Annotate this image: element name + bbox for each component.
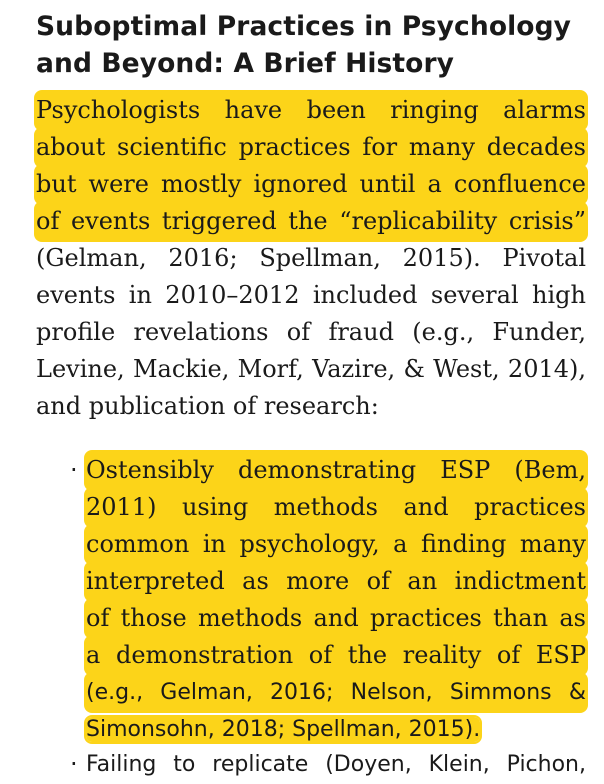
bullet-1-line-3: common in psychology, a finding many [86, 526, 586, 563]
bullet-1-line-4: interpreted as more of an indictment [86, 563, 586, 600]
bullet-1-line-2: 2011) using methods and practices [86, 489, 586, 526]
paragraph-line-1: Psychologists have been ringing alarms [36, 92, 586, 129]
paragraph-line-4: of events triggered the “replicability c… [36, 203, 586, 240]
bullet-2-line-1: Failing to replicate (Doyen, Klein, Pich… [86, 752, 586, 777]
paragraph-line-8: Levine, Mackie, Morf, Vazire, & West, 20… [36, 355, 586, 383]
bullet-1-line-8: Simonsohn, 2018; Spellman, 2015). [86, 711, 586, 748]
bullet-marker: · [70, 456, 78, 484]
bullet-1-line-6: a demonstration of the reality of ESP [86, 637, 586, 674]
paragraph-line-6: events in 2010–2012 included several hig… [36, 281, 586, 309]
section-heading: Suboptimal Practices in Psychology and B… [36, 8, 596, 82]
highlighted-text: a demonstration of the reality of ESP [86, 637, 586, 674]
highlighted-text: 2011) using methods and practices [86, 489, 586, 526]
section-heading-line-2: and Beyond: A Brief History [36, 48, 455, 79]
highlighted-text: common in psychology, a finding many [86, 526, 586, 563]
highlighted-text: about scientific practices for many deca… [36, 129, 586, 166]
highlighted-text: Psychologists have been ringing alarms [36, 92, 586, 129]
highlighted-text: of events triggered the “replicability c… [36, 203, 586, 240]
highlighted-text: Ostensibly demonstrating ESP (Bem, [86, 452, 586, 489]
bullet-1-line-5: of those methods and practices than as [86, 600, 586, 637]
bullet-1-line-7: (e.g., Gelman, 2016; Nelson, Simmons & [86, 674, 586, 711]
paragraph-line-2: about scientific practices for many deca… [36, 129, 586, 166]
paragraph-line-7: profile revelations of fraud (e.g., Fund… [36, 318, 586, 346]
highlighted-text: but were mostly ignored until a confluen… [36, 166, 586, 203]
paragraph-line-3: but were mostly ignored until a confluen… [36, 166, 586, 203]
bullet-1-line-1: Ostensibly demonstrating ESP (Bem, [86, 452, 586, 489]
highlighted-text: (e.g., Gelman, 2016; Nelson, Simmons & [86, 674, 586, 711]
section-heading-line-1: Suboptimal Practices in Psychology [36, 11, 572, 42]
highlighted-text: interpreted as more of an indictment [86, 563, 586, 600]
highlighted-text: Simonsohn, 2018; Spellman, 2015). [86, 717, 481, 742]
highlighted-text: of those methods and practices than as [86, 600, 586, 637]
bullet-marker: · [70, 750, 78, 778]
paragraph-line-9: and publication of research: [36, 392, 379, 420]
paragraph-line-5: (Gelman, 2016; Spellman, 2015). Pivotal [36, 244, 586, 272]
